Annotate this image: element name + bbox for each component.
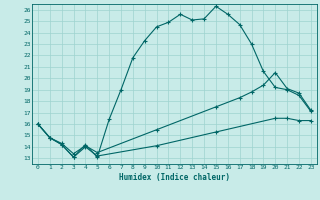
X-axis label: Humidex (Indice chaleur): Humidex (Indice chaleur) [119,173,230,182]
